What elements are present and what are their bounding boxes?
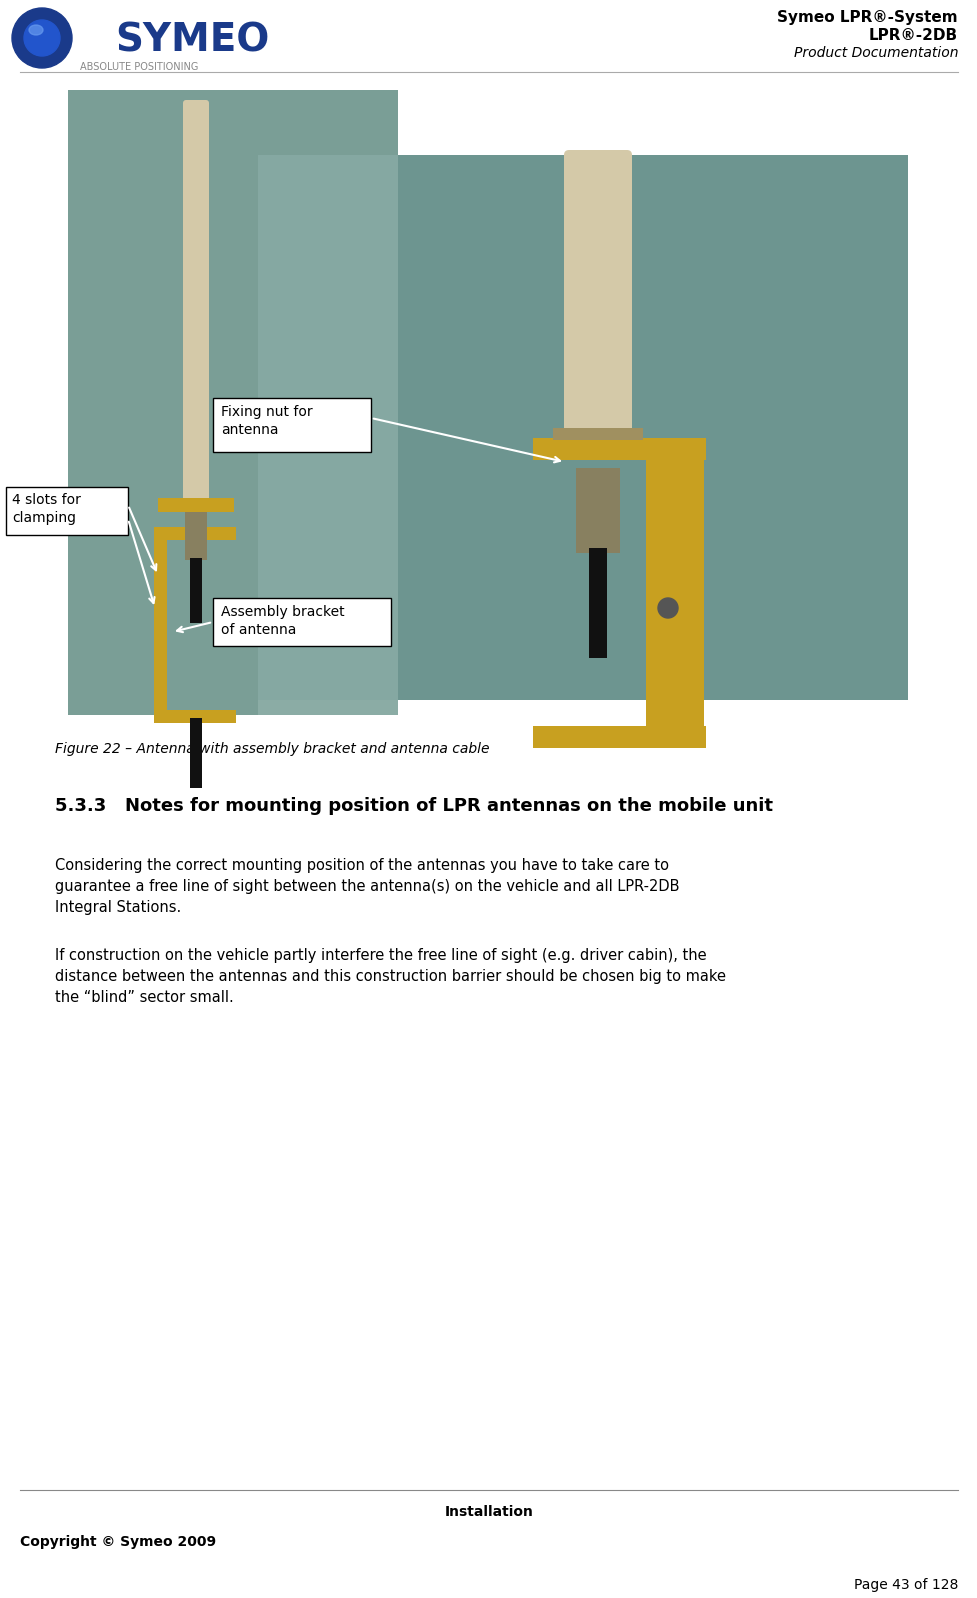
FancyBboxPatch shape [158,499,234,511]
FancyBboxPatch shape [213,598,391,646]
FancyBboxPatch shape [646,459,703,748]
Text: Page 43 of 128: Page 43 of 128 [853,1577,957,1592]
FancyBboxPatch shape [532,725,705,748]
FancyBboxPatch shape [588,548,607,658]
FancyBboxPatch shape [190,558,202,623]
FancyBboxPatch shape [532,438,705,460]
Text: Product Documentation: Product Documentation [792,46,957,61]
FancyBboxPatch shape [258,155,398,714]
FancyBboxPatch shape [552,428,642,439]
Text: Symeo LPR®-System: Symeo LPR®-System [777,10,957,26]
FancyBboxPatch shape [190,718,202,788]
FancyBboxPatch shape [153,539,167,722]
FancyBboxPatch shape [575,468,619,553]
FancyBboxPatch shape [183,101,209,502]
FancyBboxPatch shape [532,439,662,460]
FancyBboxPatch shape [153,710,235,722]
Circle shape [24,21,60,56]
Text: Assembly bracket
of antenna: Assembly bracket of antenna [221,606,344,638]
Circle shape [658,598,677,618]
Text: Installation: Installation [445,1505,532,1520]
FancyBboxPatch shape [185,511,207,559]
Text: Copyright © Symeo 2009: Copyright © Symeo 2009 [20,1536,216,1548]
FancyBboxPatch shape [68,89,398,714]
FancyBboxPatch shape [258,155,907,700]
Circle shape [12,8,72,69]
Text: SYMEO: SYMEO [115,22,269,61]
Text: Fixing nut for
antenna: Fixing nut for antenna [221,404,313,438]
Text: LPR®-2DB: LPR®-2DB [868,29,957,43]
FancyBboxPatch shape [153,527,235,540]
Text: ABSOLUTE POSITIONING: ABSOLUTE POSITIONING [80,62,198,72]
Text: 4 slots for
clamping: 4 slots for clamping [12,494,81,526]
Text: 5.3.3   Notes for mounting position of LPR antennas on the mobile unit: 5.3.3 Notes for mounting position of LPR… [55,797,772,815]
Text: If construction on the vehicle partly interfere the free line of sight (e.g. dri: If construction on the vehicle partly in… [55,948,725,1005]
Text: Considering the correct mounting position of the antennas you have to take care : Considering the correct mounting positio… [55,858,679,916]
FancyBboxPatch shape [564,150,631,433]
FancyBboxPatch shape [6,487,128,535]
Text: Figure 22 – Antenna with assembly bracket and antenna cable: Figure 22 – Antenna with assembly bracke… [55,741,489,756]
Circle shape [10,6,74,70]
Ellipse shape [29,26,43,35]
FancyBboxPatch shape [213,398,370,452]
